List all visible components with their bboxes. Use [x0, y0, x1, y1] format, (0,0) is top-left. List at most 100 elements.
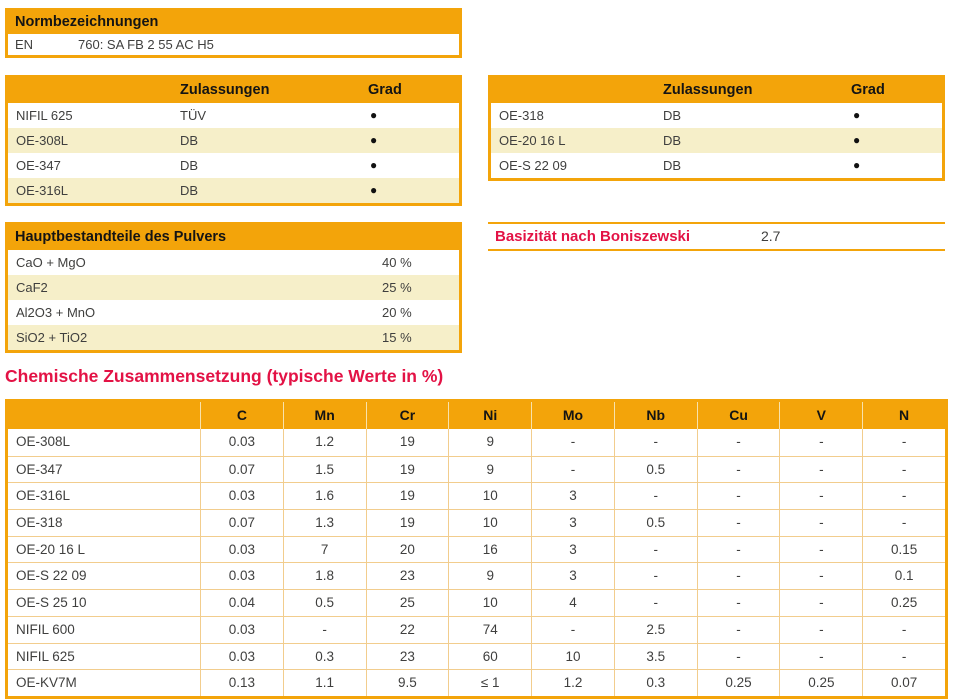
component-name: SiO2 + TiO2	[16, 330, 88, 345]
product-name: OE-347	[16, 158, 61, 173]
grade-dot-icon: ●	[370, 158, 378, 172]
composition-table: C Mn Cr Ni Mo Nb Cu V N OE-308L	[5, 399, 948, 699]
value-mn: 0.3	[282, 643, 366, 670]
element-column-header: Mo	[531, 402, 614, 429]
value-n: 0.25	[862, 590, 945, 617]
grade-dot-icon: ●	[370, 183, 378, 197]
value-n: -	[862, 456, 945, 483]
value-ni: 74	[448, 616, 531, 643]
norm-code-label: EN	[15, 37, 34, 52]
value-v: -	[779, 483, 862, 510]
value-mo: 10	[531, 643, 614, 670]
value-cu: -	[696, 536, 780, 563]
approval-row: OE-308L DB ●	[8, 128, 459, 153]
approval-row: OE-S 22 09 DB ●	[491, 153, 942, 178]
norm-code-value: 760: SA FB 2 55 AC H5	[78, 37, 214, 52]
value-v: -	[779, 643, 862, 670]
value-cu: -	[696, 429, 780, 456]
value-c: 0.03	[200, 616, 283, 643]
norm-designations-section: Normbezeichnungen EN 760: SA FB 2 55 AC …	[5, 8, 462, 58]
composition-header-row: C Mn Cr Ni Mo Nb Cu V N	[8, 402, 945, 429]
value-n: -	[862, 616, 945, 643]
composition-row: OE-316L 0.03 1.6 19 10 3 - - - -	[8, 482, 945, 510]
grade-dot-icon: ●	[370, 108, 378, 122]
product-name: OE-316L	[16, 183, 69, 198]
value-cr: 22	[365, 616, 449, 643]
norm-section-title: Normbezeichnungen	[8, 11, 459, 34]
value-v: -	[779, 536, 862, 563]
grade-column-header: Grad	[851, 82, 885, 98]
component-percentage: 40 %	[382, 255, 412, 270]
value-mn: -	[282, 616, 366, 643]
approval-row: OE-20 16 L DB ●	[491, 128, 942, 153]
grade-dot-icon: ●	[853, 108, 861, 122]
value-mn: 1.2	[282, 429, 366, 456]
approvals-column-header: Zulassungen	[663, 82, 753, 98]
value-cr: 19	[365, 456, 449, 483]
powder-row: Al2O3 + MnO 20 %	[8, 300, 459, 325]
approval-row: OE-318 DB ●	[491, 103, 942, 128]
value-ni: 60	[448, 643, 531, 670]
product-name: OE-308L	[16, 434, 71, 449]
value-mo: 3	[531, 563, 614, 590]
approval-authority: DB	[180, 133, 199, 148]
powder-row: CaF2 25 %	[8, 275, 459, 300]
product-name: OE-308L	[16, 133, 69, 148]
approval-row: OE-347 DB ●	[8, 153, 459, 178]
value-nb: 0.5	[613, 456, 697, 483]
empty-header-cell	[8, 402, 200, 429]
value-v: -	[779, 616, 862, 643]
value-mo: 3	[531, 510, 614, 537]
element-column-header: Ni	[448, 402, 531, 429]
component-percentage: 20 %	[382, 305, 412, 320]
value-nb: 0.5	[613, 510, 697, 537]
value-mo: 4	[531, 590, 614, 617]
value-mn: 1.1	[282, 670, 366, 697]
value-ni: 10	[448, 510, 531, 537]
approval-authority: TÜV	[180, 108, 206, 123]
value-cu: 0.25	[696, 670, 780, 697]
value-cr: 23	[365, 643, 449, 670]
value-n: 0.07	[862, 670, 945, 697]
value-c: 0.03	[200, 429, 283, 456]
value-nb: 0.3	[613, 670, 697, 697]
composition-row: OE-347 0.07 1.5 19 9 - 0.5 - - -	[8, 455, 945, 483]
component-name: Al2O3 + MnO	[16, 305, 96, 320]
approval-authority: DB	[663, 133, 682, 148]
value-c: 0.03	[200, 536, 283, 563]
grade-dot-icon: ●	[370, 133, 378, 147]
value-ni: 9	[448, 429, 531, 456]
product-name: OE-20 16 L	[499, 133, 566, 148]
value-mo: 3	[531, 536, 614, 563]
element-column-header: Nb	[613, 402, 697, 429]
approval-row: NIFIL 625 TÜV ●	[8, 103, 459, 128]
value-cr: 9.5	[365, 670, 449, 697]
product-name: OE-316L	[16, 488, 71, 504]
product-name: NIFIL 625	[16, 648, 75, 664]
powder-row: CaO + MgO 40 %	[8, 250, 459, 275]
basicity-strip: Basizität nach Boniszewski 2.7	[488, 222, 945, 251]
powder-body: CaO + MgO 40 % CaF2 25 % Al2O3 + MnO 20 …	[8, 250, 459, 350]
grade-dot-icon: ●	[853, 158, 861, 172]
value-mn: 7	[282, 536, 366, 563]
value-n: 0.15	[862, 536, 945, 563]
approval-row: OE-316L DB ●	[8, 178, 459, 203]
component-percentage: 25 %	[382, 280, 412, 295]
value-v: -	[779, 590, 862, 617]
value-mn: 0.5	[282, 590, 366, 617]
value-c: 0.13	[200, 670, 283, 697]
value-mn: 1.6	[282, 483, 366, 510]
product-name: OE-20 16 L	[16, 541, 86, 557]
value-n: -	[862, 643, 945, 670]
value-cr: 23	[365, 563, 449, 590]
composition-row: OE-318 0.07 1.3 19 10 3 0.5 - - -	[8, 509, 945, 537]
value-nb: -	[613, 429, 697, 456]
value-cr: 19	[365, 429, 449, 456]
component-name: CaO + MgO	[16, 255, 86, 270]
composition-row: OE-S 25 10 0.04 0.5 25 10 4 - - - 0.25	[8, 589, 945, 617]
approvals-table-right: Zulassungen Grad OE-318 DB ● OE-20 16 L …	[488, 75, 945, 181]
value-v: -	[779, 456, 862, 483]
value-cu: -	[696, 483, 780, 510]
product-name: OE-318	[16, 515, 63, 531]
value-cu: -	[696, 643, 780, 670]
